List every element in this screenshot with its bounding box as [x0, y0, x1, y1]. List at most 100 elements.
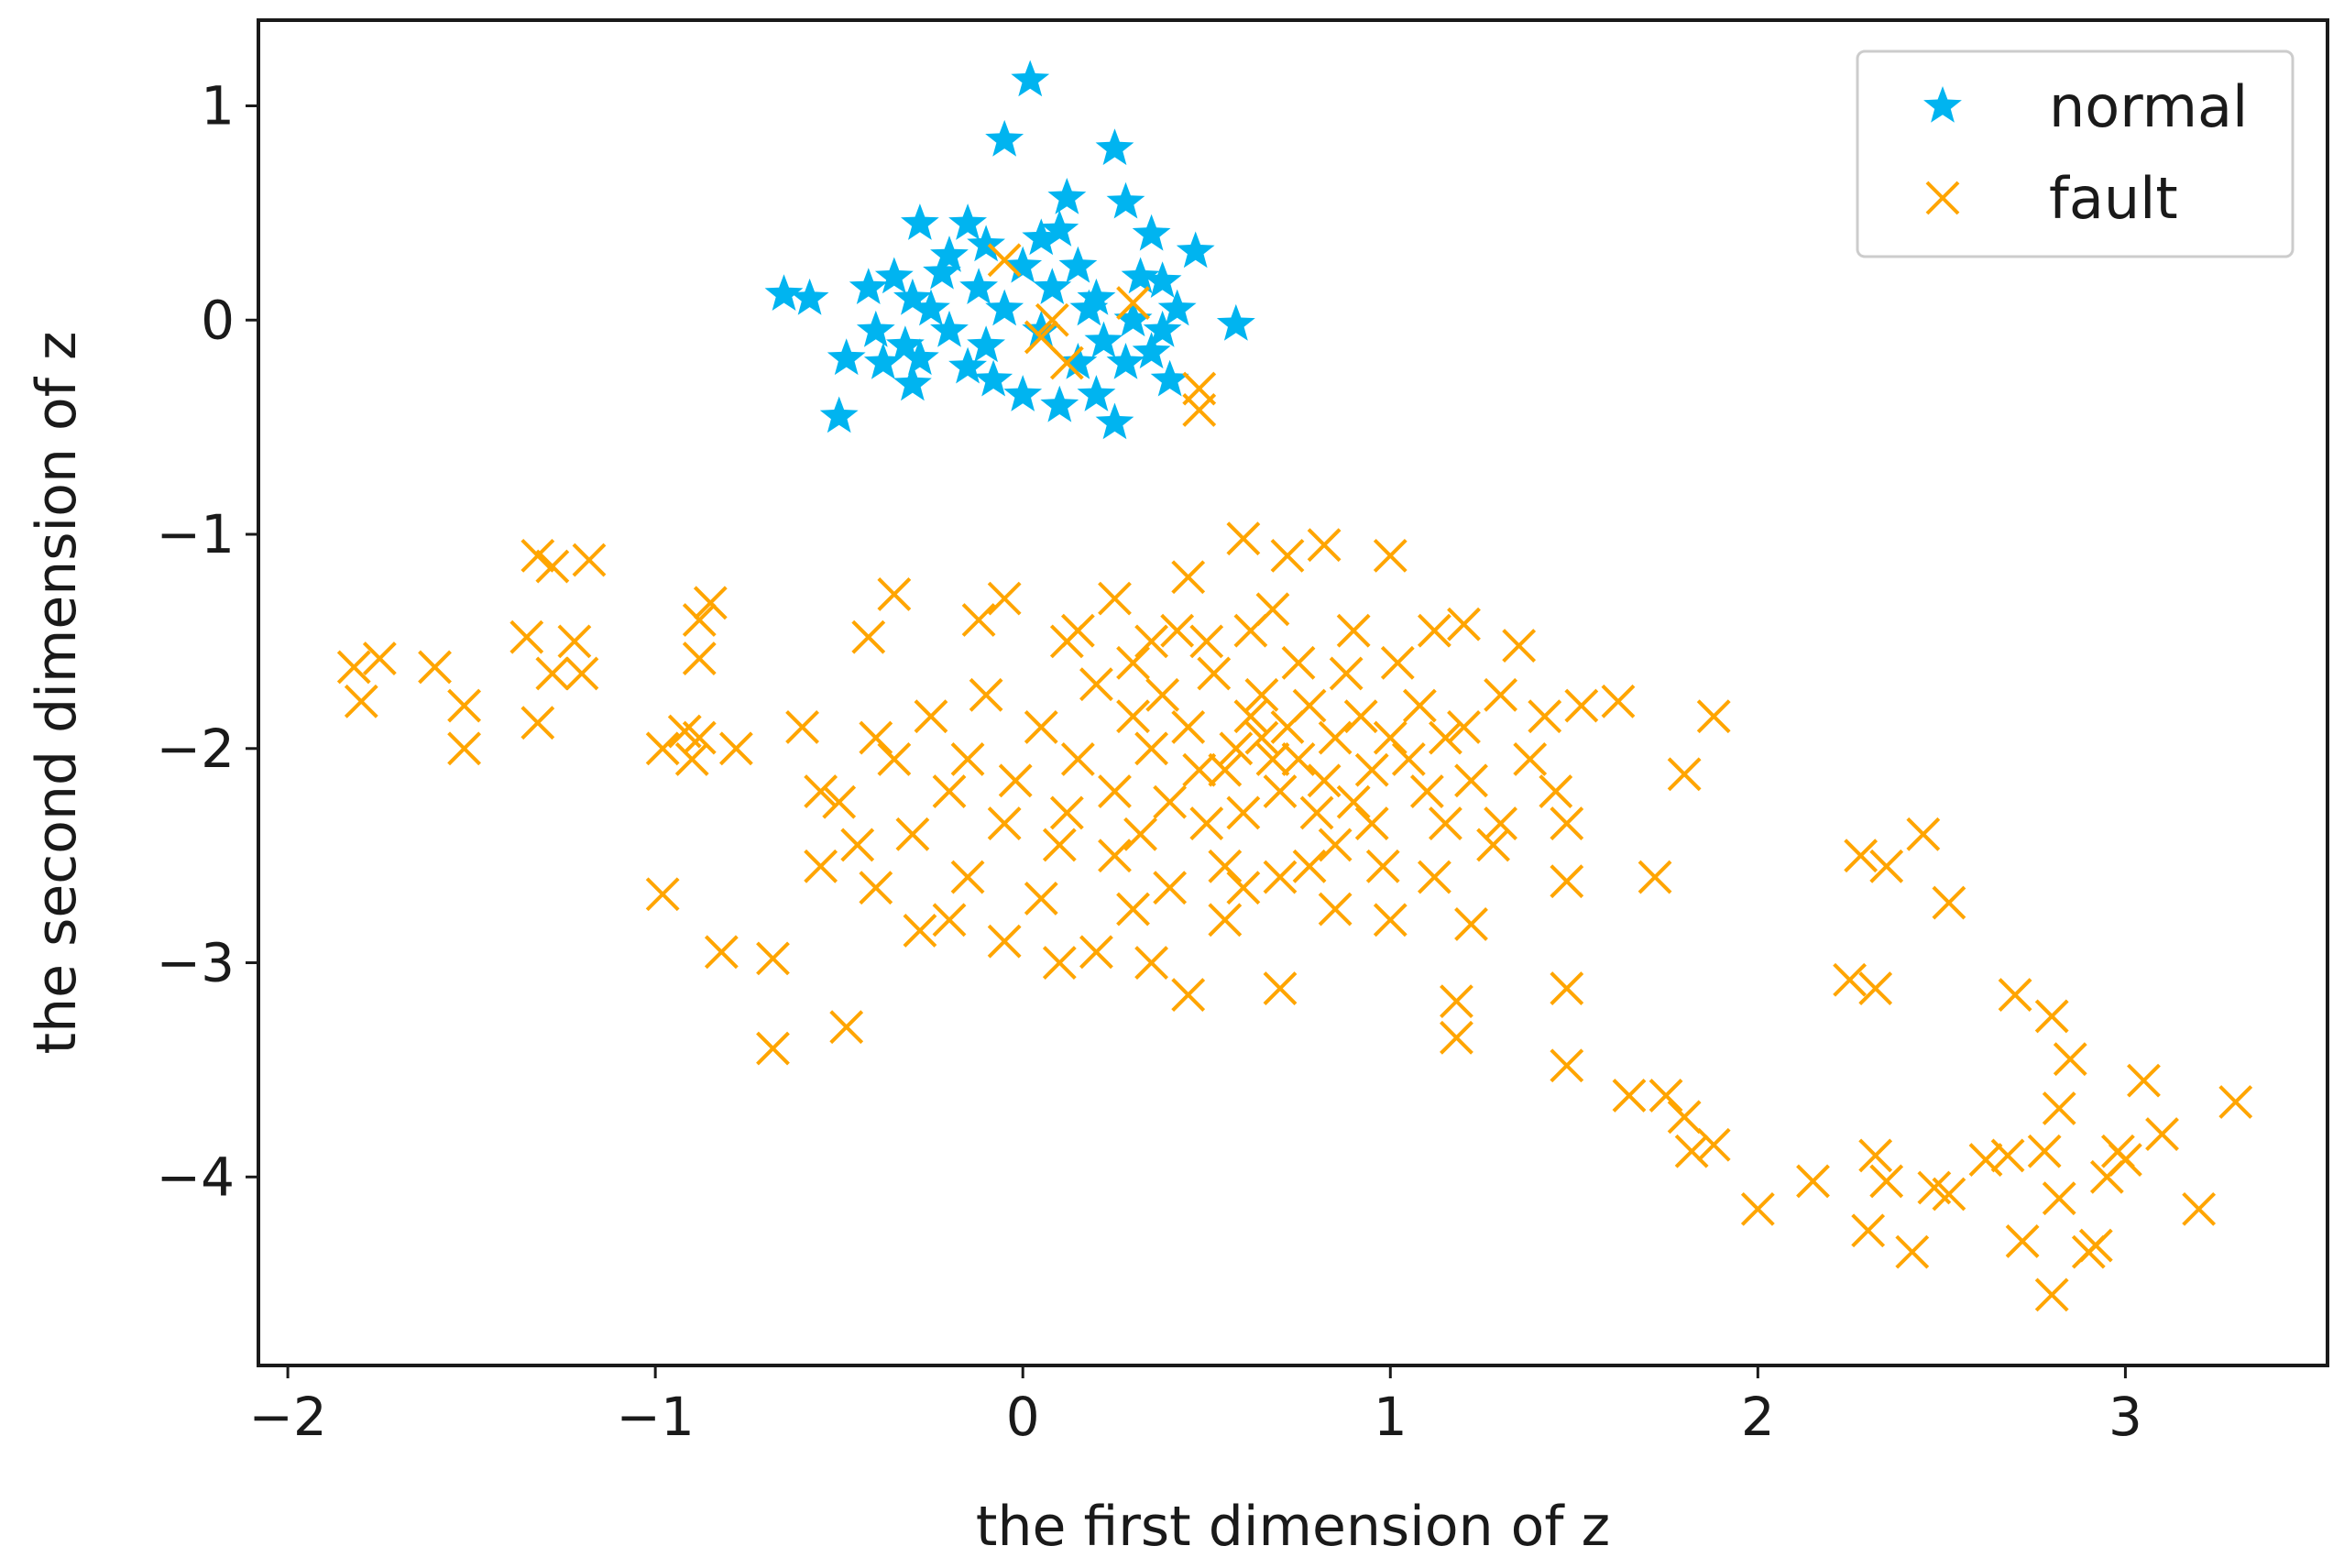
x-tick-label: 3 — [2109, 1386, 2142, 1448]
y-tick-label: −3 — [157, 932, 235, 994]
x-tick-label: 0 — [1006, 1386, 1040, 1448]
data-point-fault — [1648, 1079, 1683, 1113]
data-point-fault — [1098, 581, 1132, 616]
data-point-fault — [1116, 892, 1150, 927]
data-point-fault — [859, 720, 893, 755]
data-point-normal — [1077, 375, 1116, 411]
data-point-fault — [1219, 731, 1254, 766]
data-point-fault — [1796, 1164, 1830, 1199]
data-point-normal — [863, 343, 903, 379]
data-point-fault — [804, 774, 838, 808]
data-point-fault — [1049, 345, 1084, 380]
legend-star-icon — [1923, 86, 1962, 123]
data-point-fault — [1270, 538, 1305, 573]
legend-box — [1856, 49, 2295, 258]
data-point-fault — [1429, 720, 1462, 755]
data-point-fault — [693, 586, 728, 620]
legend-x-icon — [1925, 181, 1960, 215]
y-tick-label: 1 — [201, 75, 235, 137]
data-point-normal — [967, 225, 1005, 262]
data-point-normal — [893, 364, 932, 401]
data-point-fault — [1476, 828, 1510, 862]
data-point-fault — [418, 650, 452, 685]
data-point-fault — [2034, 999, 2069, 1034]
data-point-normal — [912, 289, 950, 326]
data-point-normal — [1022, 218, 1061, 256]
data-point-normal — [886, 325, 925, 363]
data-point-fault — [1182, 393, 1217, 427]
y-tick-label: −2 — [157, 718, 235, 780]
data-point-normal — [1095, 128, 1134, 166]
data-point-normal — [1069, 289, 1109, 326]
data-point-normal — [1113, 300, 1153, 337]
data-point-normal — [1058, 246, 1098, 283]
data-point-fault — [447, 688, 482, 723]
data-point-fault — [1447, 607, 1481, 641]
data-point-fault — [1171, 709, 1206, 744]
data-point-fault — [520, 538, 555, 573]
data-point-fault — [840, 828, 875, 862]
data-point-fault — [1208, 903, 1243, 938]
data-point-fault — [447, 731, 482, 766]
data-point-normal — [1143, 261, 1182, 298]
data-point-fault — [2042, 1181, 2076, 1216]
data-point-fault — [804, 849, 838, 883]
legend-label-fault: fault — [2049, 165, 2178, 232]
data-point-fault — [1299, 795, 1334, 830]
data-point-fault — [1079, 935, 1113, 970]
data-point-normal — [1084, 321, 1123, 358]
data-point-fault — [1417, 613, 1451, 648]
data-point-fault — [564, 656, 599, 691]
data-point-normal — [1216, 303, 1255, 341]
data-point-fault — [1528, 699, 1562, 734]
data-point-fault — [1906, 817, 1941, 851]
x-axis-label: the first dimension of z — [976, 1495, 1610, 1559]
data-point-fault — [1391, 742, 1426, 776]
data-point-fault — [1484, 806, 1518, 841]
data-point-fault — [1365, 849, 1400, 883]
data-point-fault — [1307, 528, 1342, 563]
data-point-fault — [1123, 817, 1157, 851]
data-point-fault — [1189, 806, 1224, 841]
data-point-fault — [2027, 1134, 2062, 1168]
legend-x-mark — [1925, 181, 1960, 215]
data-point-fault — [344, 684, 378, 718]
data-point-normal — [1077, 278, 1116, 315]
data-point-fault — [1153, 871, 1188, 905]
data-point-fault — [1244, 720, 1279, 755]
data-point-fault — [1601, 684, 1636, 718]
data-point-fault — [1844, 839, 1878, 873]
data-point-fault — [1116, 286, 1150, 320]
data-point-fault — [1134, 624, 1169, 659]
data-point-fault — [1373, 720, 1407, 755]
data-point-fault — [1270, 709, 1305, 744]
data-point-fault — [1833, 962, 1868, 997]
legend: normal fault — [1856, 49, 2295, 258]
data-point-fault — [718, 731, 753, 766]
data-point-fault — [1060, 742, 1095, 776]
data-point-normal — [923, 252, 961, 290]
data-point-fault — [1409, 774, 1444, 808]
data-point-fault — [1417, 860, 1451, 894]
data-point-fault — [1049, 795, 1084, 830]
data-point-fault — [1035, 302, 1069, 337]
data-point-fault — [645, 731, 680, 766]
data-point-fault — [1233, 699, 1268, 734]
data-point-fault — [1098, 839, 1132, 873]
data-point-fault — [1484, 677, 1518, 712]
data-point-normal — [1033, 268, 1072, 304]
data-point-fault — [1153, 784, 1188, 819]
data-point-normal — [1132, 332, 1171, 369]
data-point-normal — [893, 278, 932, 315]
legend-star-mark — [1923, 86, 1962, 123]
data-point-fault — [572, 543, 607, 577]
data-point-fault — [932, 774, 967, 808]
data-point-fault — [1932, 885, 1966, 920]
data-point-normal — [874, 257, 914, 294]
x-tick-label: 2 — [1741, 1386, 1775, 1448]
data-point-normal — [901, 203, 939, 240]
data-point-normal — [1143, 310, 1182, 347]
data-point-fault — [1145, 677, 1180, 712]
data-point-fault — [859, 871, 893, 905]
data-point-fault — [1440, 984, 1473, 1019]
